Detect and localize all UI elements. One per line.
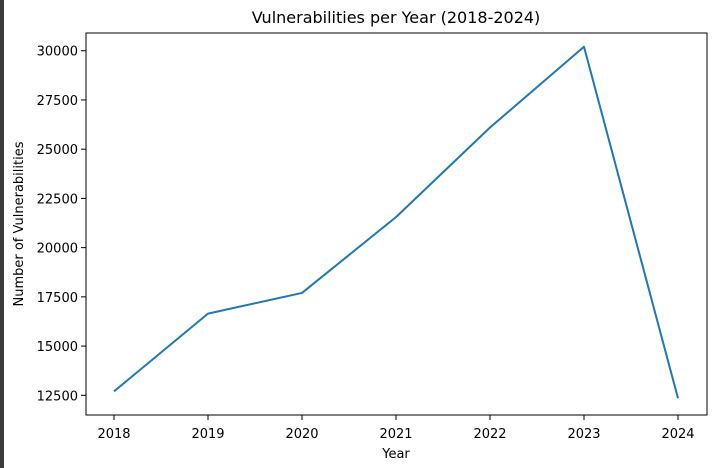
y-tick-label: 15000 bbox=[37, 340, 78, 355]
window-edge bbox=[0, 0, 4, 468]
y-axis: 12500 15000 17500 20000 22500 25000 27500 30000 bbox=[37, 45, 86, 404]
x-tick-label: 2021 bbox=[379, 427, 412, 442]
series-line bbox=[113, 45, 679, 399]
x-axis-label: Year bbox=[381, 447, 410, 462]
chart-title: Vulnerabilities per Year (2018-2024) bbox=[252, 8, 541, 27]
y-tick-label: 17500 bbox=[37, 291, 78, 306]
y-tick-label: 30000 bbox=[37, 45, 78, 60]
x-tick-label: 2019 bbox=[191, 427, 224, 442]
y-tick-label: 27500 bbox=[37, 94, 78, 109]
y-tick-label: 20000 bbox=[37, 242, 78, 257]
x-tick-label: 2023 bbox=[567, 427, 600, 442]
y-tick-label: 12500 bbox=[37, 389, 78, 404]
x-tick-label: 2020 bbox=[285, 427, 318, 442]
y-tick-label: 22500 bbox=[37, 192, 78, 207]
series-group bbox=[113, 45, 679, 399]
y-tick-label: 25000 bbox=[37, 143, 78, 158]
x-tick-label: 2024 bbox=[661, 427, 694, 442]
x-axis: 2018 2019 2020 2021 2022 2023 2024 bbox=[97, 415, 695, 442]
x-tick-label: 2018 bbox=[97, 427, 130, 442]
plot-area bbox=[85, 32, 708, 416]
y-axis-label: Number of Vulnerabilities bbox=[12, 141, 27, 306]
x-tick-label: 2022 bbox=[473, 427, 506, 442]
